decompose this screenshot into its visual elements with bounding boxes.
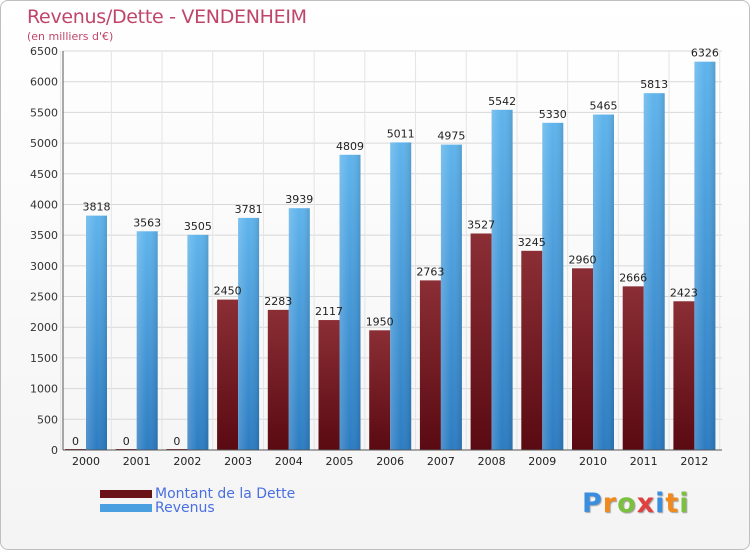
data-label-revenus: 4809 [336, 140, 364, 153]
data-label-dette: 2423 [670, 286, 698, 299]
x-tick-label: 2011 [630, 455, 658, 468]
y-tick-label: 4500 [30, 168, 58, 181]
x-tick-label: 2003 [224, 455, 252, 468]
logo-letter: i [679, 488, 690, 519]
data-label-dette: 2283 [264, 295, 292, 308]
data-label-revenus: 3781 [235, 203, 263, 216]
data-label-dette: 0 [173, 435, 180, 448]
y-tick-label: 5500 [30, 106, 58, 119]
bar-revenus-shade [694, 61, 716, 451]
x-tick-label: 2004 [275, 455, 303, 468]
bar-revenus-shade [86, 215, 107, 450]
bar-dette [622, 286, 644, 450]
x-tick-label: 2012 [680, 455, 708, 468]
data-label-revenus: 3939 [285, 193, 313, 206]
y-tick-label: 4000 [30, 198, 58, 211]
y-tick-label: 3000 [30, 260, 58, 273]
data-label-dette: 0 [72, 435, 79, 448]
data-label-revenus: 4975 [437, 130, 465, 143]
bars [65, 61, 716, 451]
data-label-revenus: 3818 [83, 201, 111, 214]
x-tick-label: 2006 [376, 455, 404, 468]
x-tick-label: 2010 [579, 455, 607, 468]
data-label-revenus: 5465 [590, 100, 618, 113]
data-label-dette: 3527 [467, 218, 495, 231]
bar-revenus-shade [491, 109, 513, 451]
y-tick-label: 2000 [30, 321, 58, 334]
bar-dette [369, 330, 391, 450]
bar-dette [572, 268, 593, 450]
data-labels: 0 3818 0 3563 0 3505 2450 3781 2283 3939 2117 4809 1… [72, 47, 719, 448]
bar-dette [217, 299, 239, 450]
y-tick-label: 1000 [30, 383, 58, 396]
bar-revenus-shade [643, 93, 665, 450]
x-tick-label: 2008 [478, 455, 506, 468]
data-label-dette: 2117 [315, 305, 343, 318]
data-label-revenus: 3563 [133, 216, 161, 229]
logo-letter: i [655, 488, 666, 519]
bar-dette [318, 320, 340, 450]
legend-swatch-revenus [100, 504, 152, 512]
data-label-revenus: 5011 [387, 127, 415, 140]
data-label-dette: 1950 [366, 315, 394, 328]
bar-revenus-shade [136, 231, 158, 450]
y-tick-label: 5000 [30, 137, 58, 150]
logo-letter: P [582, 488, 603, 519]
legend-label-revenus: Revenus [155, 500, 215, 516]
bar-revenus-shade [390, 142, 412, 451]
data-label-revenus: 5330 [539, 108, 567, 121]
bar-revenus-shade [288, 208, 310, 450]
chart-title: Revenus/Dette - VENDENHEIM [27, 6, 307, 28]
y-tick-label: 3500 [30, 229, 58, 242]
logo-letter: x [636, 488, 656, 519]
bar-revenus-shade [238, 217, 260, 450]
data-label-dette: 2960 [569, 253, 597, 266]
bar-dette [673, 301, 695, 450]
data-label-dette: 2666 [619, 271, 647, 284]
bar-revenus-shade [339, 154, 361, 450]
x-tick-label: 2002 [173, 455, 201, 468]
x-tick-label: 2001 [123, 455, 151, 468]
bar-revenus-shade [440, 144, 462, 450]
data-label-revenus: 6326 [691, 47, 719, 60]
data-label-dette: 3245 [518, 236, 546, 249]
y-tick-label: 6000 [30, 76, 58, 89]
y-tick-label: 2500 [30, 291, 58, 304]
data-label-dette: 2763 [416, 265, 444, 278]
axes: 0 500 1000 1500 2000 2500 3000 3500 4000 4500 5000… [30, 45, 722, 468]
bar-revenus-shade [542, 122, 564, 450]
logo-letter: r [602, 488, 618, 519]
y-tick-label: 500 [37, 413, 58, 426]
y-tick-label: 1500 [30, 352, 58, 365]
data-label-revenus: 5813 [640, 78, 668, 91]
legend-label-dette: Montant de la Dette [155, 486, 296, 502]
logo-letter: o [617, 488, 637, 519]
y-tick-label: 0 [51, 444, 58, 457]
data-label-revenus: 3505 [184, 220, 212, 233]
data-label-dette: 2450 [214, 285, 242, 298]
chart-subtitle: (en milliers d'€) [27, 30, 114, 43]
proxiti-logo: Proxiti [582, 488, 690, 519]
bar-revenus-shade [593, 114, 614, 450]
y-tick-label: 6500 [30, 45, 58, 58]
logo-letter: t [665, 488, 680, 519]
data-label-dette: 0 [123, 435, 130, 448]
bar-dette [419, 280, 441, 450]
bar-dette [267, 309, 289, 450]
legend-swatch-dette [100, 490, 152, 498]
x-tick-label: 2000 [72, 455, 100, 468]
x-tick-label: 2009 [528, 455, 556, 468]
x-tick-label: 2005 [326, 455, 354, 468]
bar-revenus-shade [187, 234, 209, 450]
data-label-revenus: 5542 [488, 95, 516, 108]
x-tick-label: 2007 [427, 455, 455, 468]
bar-dette [470, 233, 492, 450]
bar-dette [521, 250, 543, 450]
